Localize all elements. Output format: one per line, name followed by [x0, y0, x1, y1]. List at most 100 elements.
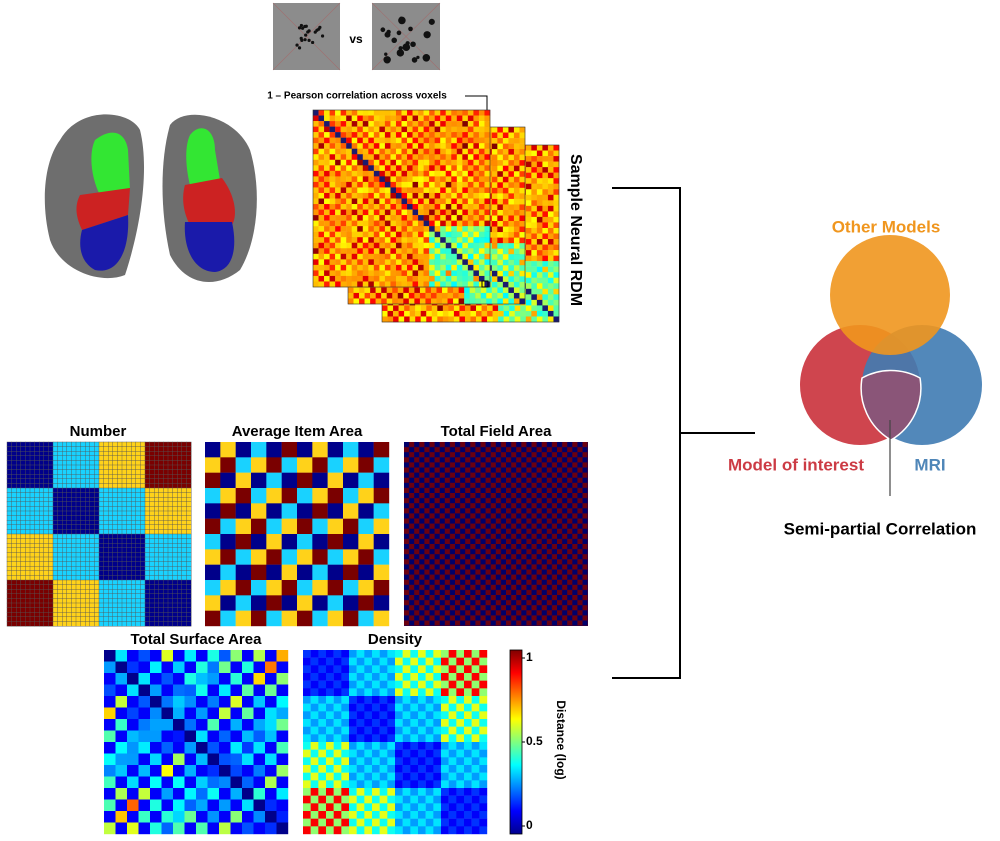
heatmap-cell: [48, 538, 54, 544]
heatmap-cell: [462, 170, 469, 177]
heatmap-cell: [502, 209, 509, 216]
heatmap-cell: [43, 455, 49, 461]
heatmap-cell: [313, 253, 319, 260]
heatmap-cell: [80, 487, 86, 494]
heatmap-cell: [43, 584, 49, 590]
heatmap-cell: [445, 165, 452, 172]
heatmap-cell: [434, 198, 441, 205]
heatmap-cell: [502, 298, 509, 305]
heatmap-cell: [149, 621, 155, 627]
heatmap-cell: [84, 501, 91, 507]
heatmap-cell: [29, 570, 36, 576]
heatmap-cell: [140, 469, 146, 475]
heatmap-cell: [149, 474, 155, 480]
heatmap-cell: [451, 110, 458, 116]
heatmap-cell: [478, 176, 485, 183]
vs-label: vs: [349, 32, 363, 46]
heatmap-cell: [553, 233, 560, 240]
heatmap-cell: [153, 612, 160, 618]
heatmap-cell: [181, 589, 187, 595]
heatmap-cell: [103, 543, 109, 549]
heatmap-cell: [181, 579, 187, 586]
heatmap-cell: [130, 464, 137, 471]
heatmap-cell: [462, 281, 469, 288]
heatmap-cell: [429, 165, 435, 172]
heatmap-cell: [467, 165, 474, 172]
heatmap-cell: [368, 115, 375, 122]
heatmap-cell: [135, 575, 141, 581]
heatmap-cell: [39, 501, 45, 507]
heatmap-cell: [75, 570, 82, 576]
heatmap-cell: [48, 607, 54, 613]
heatmap-cell: [497, 265, 504, 272]
heatmap-cell: [484, 231, 491, 238]
heatmap-cell: [462, 143, 469, 149]
heatmap-cell: [149, 547, 155, 553]
heatmap-cell: [467, 226, 474, 232]
heatmap-cell: [20, 520, 26, 526]
heatmap-cell: [418, 132, 424, 138]
heatmap-cell: [384, 237, 391, 243]
heatmap-cell: [351, 198, 358, 205]
heatmap-cell: [25, 483, 31, 489]
heatmap-cell: [358, 595, 374, 611]
heatmap-cell: [115, 661, 128, 674]
heatmap-cell: [462, 159, 469, 166]
heatmap-cell: [80, 474, 86, 480]
heatmap-cell: [297, 488, 313, 504]
heatmap-cell: [153, 621, 160, 627]
heatmap-cell: [158, 543, 164, 549]
heatmap-cell: [186, 602, 192, 609]
heatmap-cell: [297, 503, 313, 519]
heatmap-cell: [401, 187, 408, 194]
heatmap-cell: [324, 115, 330, 122]
heatmap-cell: [34, 529, 40, 535]
heatmap-cell: [163, 510, 169, 517]
heatmap-cell: [542, 167, 549, 173]
heatmap-cell: [340, 187, 347, 194]
heatmap-cell: [144, 612, 151, 618]
heatmap-cell: [39, 561, 45, 567]
heatmap-cell: [502, 165, 509, 172]
heatmap-cell: [167, 556, 174, 563]
heatmap-cell: [502, 127, 509, 133]
heatmap-cell: [140, 487, 146, 494]
heatmap-cell: [144, 460, 151, 466]
heatmap-cell: [126, 579, 132, 586]
heatmap-cell: [230, 730, 243, 743]
heatmap-cell: [478, 115, 485, 122]
heatmap-cell: [205, 472, 221, 489]
heatmap-cell: [445, 248, 452, 255]
heatmap-cell: [335, 264, 341, 271]
heatmap-cell: [149, 478, 155, 484]
heatmap-cell: [497, 127, 504, 133]
heatmap-cell: [390, 242, 397, 249]
heatmap-cell: [384, 126, 391, 133]
heatmap-cell: [335, 159, 341, 166]
heatmap-cell: [497, 132, 504, 139]
heatmap-cell: [459, 316, 466, 323]
heatmap-cell: [80, 556, 86, 563]
heatmap-cell: [107, 483, 114, 489]
heatmap-cell: [84, 547, 91, 553]
heatmap-cell: [547, 194, 554, 201]
heatmap-cell: [531, 266, 538, 273]
heatmap-cell: [423, 148, 430, 155]
heatmap-cell: [186, 501, 192, 507]
heatmap-cell: [395, 181, 402, 188]
heatmap-cell: [25, 561, 31, 567]
heatmap-cell: [34, 441, 40, 448]
heatmap-cell: [144, 593, 151, 599]
heatmap-cell: [456, 242, 463, 249]
heatmap-cell: [513, 204, 520, 211]
heatmap-cell: [25, 520, 31, 526]
heatmap-cell: [445, 170, 452, 177]
heatmap-cell: [6, 515, 13, 521]
heatmap-cell: [456, 209, 463, 216]
heatmap-cell: [135, 446, 141, 452]
heatmap-cell: [181, 464, 187, 471]
heatmap-cell: [29, 575, 36, 581]
heatmap-cell: [390, 259, 397, 266]
heatmap-cell: [498, 305, 504, 312]
heatmap-cell: [327, 442, 344, 458]
